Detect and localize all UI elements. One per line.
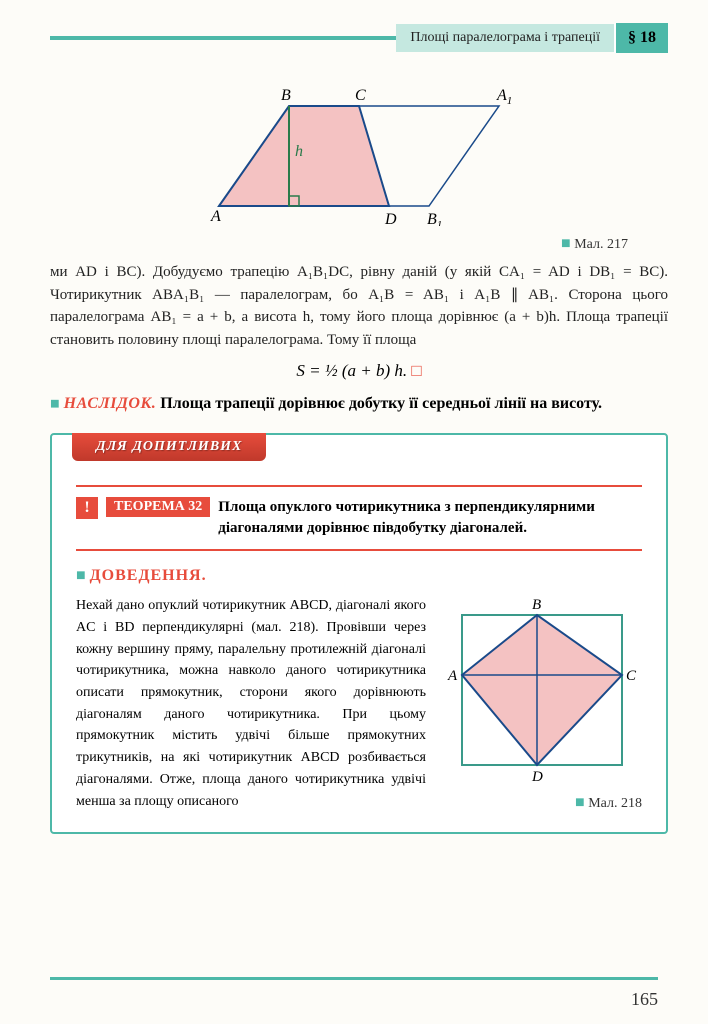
quadrilateral-diagram: A B C D [442,595,642,785]
figure-217-caption: ■ Мал. 217 [50,235,628,253]
header-rule [50,36,396,40]
curious-inner: ! ТЕОРЕМА 32 Площа опуклого чотирикутник… [52,435,666,832]
figure-218: A B C D ■ Мал. 218 [442,595,642,812]
figure-217: A B C D A1 B1 h ■ Мал. 217 [50,76,668,253]
caption-number: 217 [607,237,628,252]
caption-prefix: Мал. [588,796,617,811]
svg-text:B1: B1 [427,211,442,226]
curious-section: ДЛЯ ДОПИТЛИВИХ ! ТЕОРЕМА 32 Площа опукло… [50,433,668,834]
svg-text:D: D [384,211,397,226]
section-badge: § 18 [614,23,668,53]
svg-text:A1: A1 [496,87,512,107]
caption-marker-icon: ■ [561,235,571,252]
caption-number: 218 [621,796,642,811]
corollary-text: Площа трапеції дорівнює добутку її серед… [160,395,602,412]
svg-text:B: B [532,597,541,613]
theorem-text: Площа опуклого чотирикутника з перпендик… [218,497,642,539]
proof-label-text: ДОВЕДЕННЯ. [90,567,207,584]
header-title: Площі паралелограма і трапеції [396,24,614,52]
svg-text:C: C [355,87,366,104]
svg-text:A: A [210,208,221,225]
textbook-page: Площі паралелограма і трапеції § 18 A B … [0,0,708,1024]
corollary-label: НАСЛІДОК. [64,395,157,412]
proof-end-icon: □ [411,361,421,380]
formula-text: S = ½ (a + b) h. [296,361,407,380]
svg-text:D: D [531,769,543,785]
body-paragraph-1: ми AD і BC). Добудуємо трапецію A₁B₁DC, … [50,261,668,351]
trapezoid-diagram: A B C D A1 B1 h [179,76,539,226]
corollary-marker-icon: ■ [50,395,60,412]
svg-text:A: A [447,668,458,684]
theorem-exclamation-icon: ! [76,497,98,519]
figure-218-caption: ■ Мал. 218 [442,794,642,812]
proof-text: Нехай дано опуклий чотирикутник ABCD, ді… [76,595,426,812]
theorem-32: ! ТЕОРЕМА 32 Площа опуклого чотирикутник… [76,485,642,551]
caption-marker-icon: ■ [575,794,585,811]
theorem-label: ТЕОРЕМА 32 [106,497,210,517]
proof-marker-icon: ■ [76,567,86,584]
proof-heading: ■ ДОВЕДЕННЯ. [76,567,642,585]
svg-text:h: h [295,143,303,160]
proof-body: Нехай дано опуклий чотирикутник ABCD, ді… [76,595,642,812]
svg-text:B: B [281,87,291,104]
curious-tab: ДЛЯ ДОПИТЛИВИХ [72,433,266,461]
page-header: Площі паралелограма і трапеції § 18 [50,20,668,56]
svg-text:C: C [626,668,637,684]
area-formula: S = ½ (a + b) h. □ [50,361,668,381]
page-number: 165 [631,989,658,1010]
caption-prefix: Мал. [574,237,603,252]
footer-rule [50,977,658,980]
corollary-block: ■ НАСЛІДОК. Площа трапеції дорівнює добу… [50,395,668,413]
